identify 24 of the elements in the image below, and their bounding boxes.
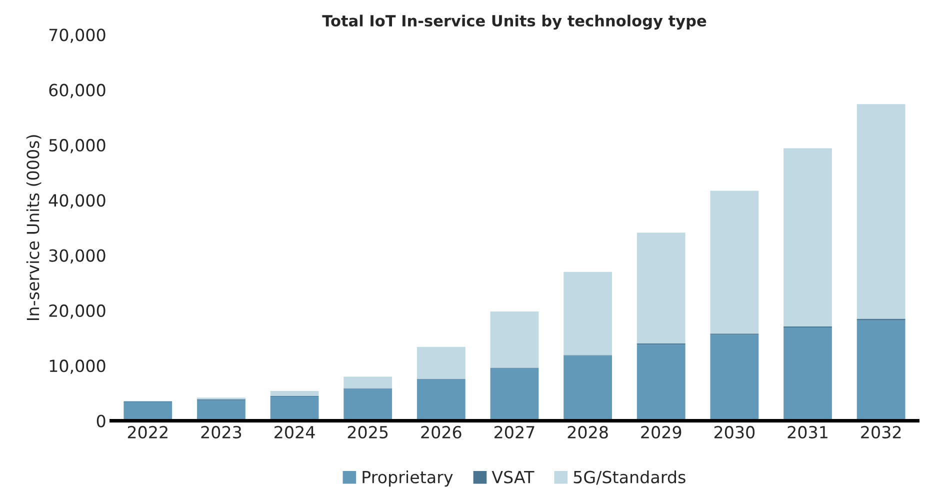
y-tick-label: 0	[96, 414, 106, 428]
legend-label: 5G/Standards	[574, 470, 686, 485]
y-axis-title: In-service Units (000s)	[26, 135, 42, 320]
chart-title: Total IoT In-service Units by technology type	[322, 14, 706, 30]
y-tick-label: 50,000	[49, 138, 106, 154]
x-tick-label: 2028	[568, 426, 608, 439]
x-tick-label: 2022	[128, 426, 168, 439]
x-tick-label: 2032	[861, 426, 901, 439]
x-tick-label: 2029	[641, 426, 682, 439]
x-tick-label: 2023	[201, 426, 242, 439]
x-tick-label: 2027	[494, 426, 534, 439]
x-tick-label: 2031	[788, 426, 828, 439]
legend-label: VSAT	[492, 470, 534, 484]
y-tick-label: 30,000	[49, 249, 106, 264]
x-tick-label: 2024	[274, 426, 315, 439]
y-tick-label: 70,000	[49, 28, 106, 43]
y-tick-label: 20,000	[49, 304, 106, 319]
x-tick-label: 2026	[421, 426, 462, 439]
x-tick-label: 2025	[348, 426, 388, 439]
legend-label: Proprietary	[362, 470, 453, 487]
y-tick-label: 60,000	[49, 84, 106, 98]
x-tick-label: 2030	[714, 426, 755, 439]
y-tick-label: 40,000	[48, 194, 106, 208]
y-tick-label: 10,000	[50, 360, 106, 374]
